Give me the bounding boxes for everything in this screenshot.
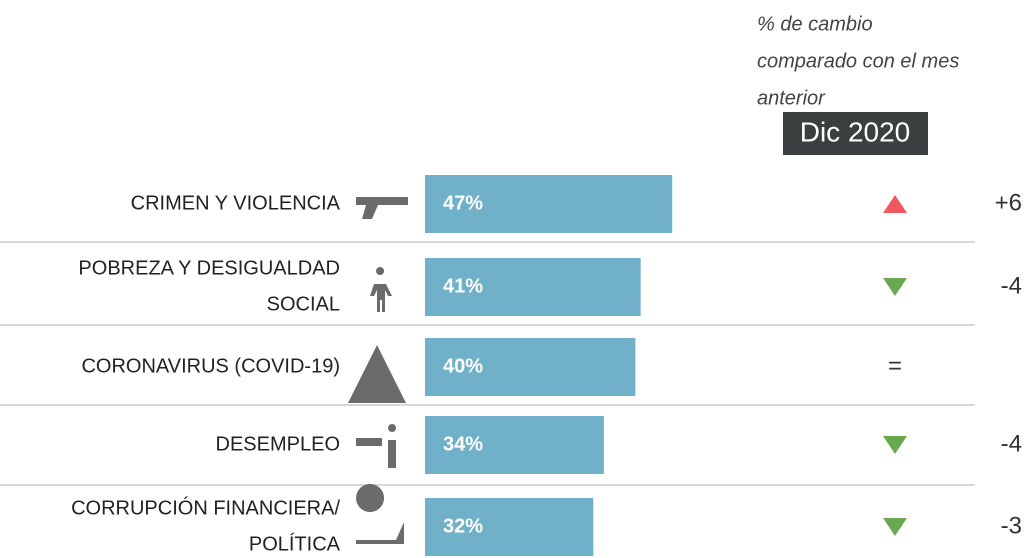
- category-label: CORONAVIRUS (COVID-19): [81, 355, 340, 377]
- change-label: -4: [1001, 430, 1022, 457]
- change-label: -3: [1001, 512, 1022, 539]
- icon-gun: [356, 197, 408, 219]
- icon-person: [370, 267, 392, 312]
- change-down: [883, 436, 907, 454]
- subtitle: comparado con el mes: [757, 50, 959, 72]
- icon-hazard: [348, 345, 406, 403]
- change-label: +6: [995, 189, 1022, 216]
- bar: [425, 338, 636, 396]
- category-label: CRIMEN Y VIOLENCIA: [131, 192, 341, 214]
- icon-money: [356, 484, 404, 544]
- subtitle: % de cambio: [757, 13, 873, 35]
- period: Dic 2020: [800, 116, 911, 147]
- value-label: 32%: [443, 515, 483, 537]
- category-label: POLÍTICA: [249, 532, 341, 555]
- category-label: POBREZA Y DESIGUALDAD: [78, 257, 340, 279]
- value-label: 41%: [443, 275, 483, 297]
- change-down: [883, 518, 907, 536]
- category-label: CORRUPCIÓN FINANCIERA/: [71, 496, 340, 519]
- category-label: SOCIAL: [267, 293, 340, 315]
- change-up: [883, 195, 907, 213]
- period-box: [783, 112, 928, 155]
- value-label: 40%: [443, 355, 483, 377]
- subtitle: anterior: [757, 87, 826, 109]
- change-down: [883, 278, 907, 296]
- bar: [425, 258, 641, 316]
- value-label: 47%: [443, 192, 483, 214]
- value-label: 34%: [443, 433, 483, 455]
- category-label: DESEMPLEO: [216, 433, 340, 455]
- icon-unemployed: [356, 424, 397, 468]
- bar: [425, 498, 594, 556]
- icons: [348, 197, 408, 544]
- change-label: -4: [1001, 272, 1022, 299]
- change-label: =: [888, 352, 902, 379]
- bar: [425, 416, 604, 474]
- bar: [425, 175, 673, 233]
